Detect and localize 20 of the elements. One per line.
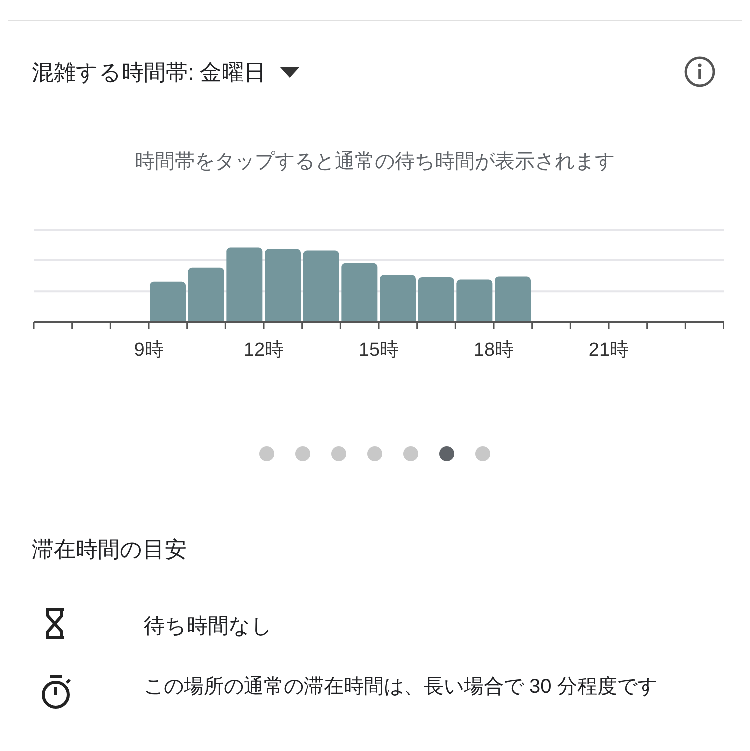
text: 滞在時間の目安: [32, 536, 187, 564]
text: 待ち時間なし: [144, 614, 273, 640]
x-tick-label: 21時: [588, 340, 630, 361]
bar: [188, 268, 224, 322]
chart-subtitle: 時間帯をタップすると通常の待ち時間が表示されます: [134, 150, 616, 175]
bar: [150, 282, 186, 322]
x-tick-label: 12時: [244, 340, 284, 361]
x-tick-label: 15時: [358, 340, 400, 361]
bar: [265, 249, 301, 322]
text: この場所の通常の滞在時間は、長い場合で 30 分程度です: [144, 675, 658, 700]
x-tick-label: 9時: [134, 340, 164, 361]
bar: [495, 276, 531, 322]
bar: [456, 280, 493, 322]
bar: [226, 248, 263, 322]
bar: [303, 250, 340, 322]
chart-title: 混雑する時間帯: 金曜日: [32, 59, 266, 87]
x-tick-label: 18時: [474, 340, 514, 361]
bar: [342, 263, 378, 322]
bar: [380, 275, 416, 322]
bar: [418, 277, 454, 322]
